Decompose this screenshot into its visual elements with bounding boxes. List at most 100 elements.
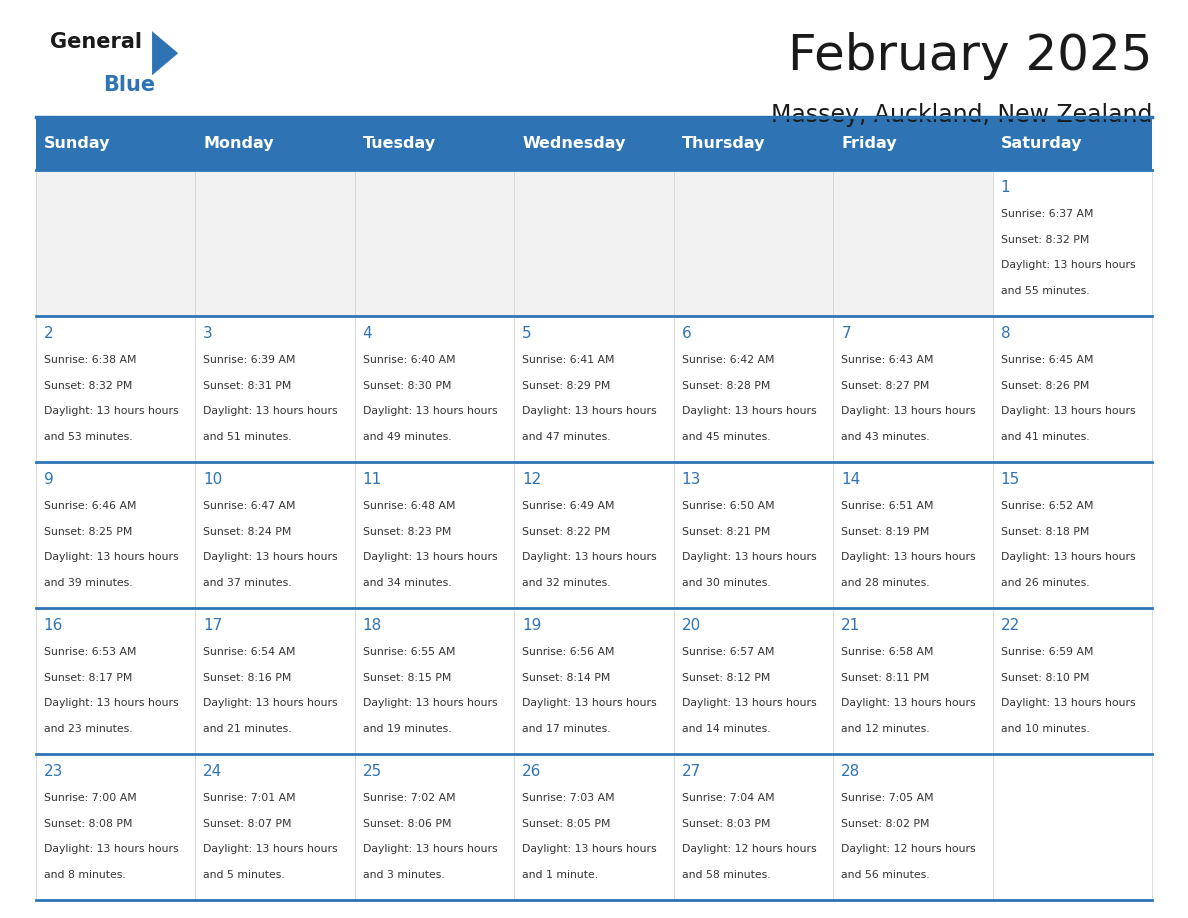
Text: Daylight: 13 hours hours: Daylight: 13 hours hours <box>44 845 178 854</box>
Text: Daylight: 13 hours hours: Daylight: 13 hours hours <box>841 407 975 416</box>
Text: 7: 7 <box>841 326 851 341</box>
Text: 9: 9 <box>44 472 53 487</box>
Text: Sunrise: 6:50 AM: Sunrise: 6:50 AM <box>682 501 775 511</box>
Text: Friday: Friday <box>841 136 897 151</box>
Text: Daylight: 13 hours hours: Daylight: 13 hours hours <box>1000 699 1136 708</box>
Text: Tuesday: Tuesday <box>362 136 436 151</box>
Bar <box>993 170 1152 316</box>
Bar <box>993 117 1152 170</box>
Bar <box>993 608 1152 754</box>
Text: Sunrise: 6:37 AM: Sunrise: 6:37 AM <box>1000 209 1093 219</box>
Text: Daylight: 13 hours hours: Daylight: 13 hours hours <box>841 699 975 708</box>
Bar <box>514 170 674 316</box>
Text: and 32 minutes.: and 32 minutes. <box>523 577 611 588</box>
Text: Daylight: 13 hours hours: Daylight: 13 hours hours <box>203 407 337 416</box>
Bar <box>195 608 355 754</box>
Text: Thursday: Thursday <box>682 136 765 151</box>
Text: and 12 minutes.: and 12 minutes. <box>841 723 930 733</box>
Bar <box>355 170 514 316</box>
Text: Daylight: 13 hours hours: Daylight: 13 hours hours <box>203 845 337 854</box>
Text: Sunset: 8:06 PM: Sunset: 8:06 PM <box>362 819 451 829</box>
Text: Daylight: 13 hours hours: Daylight: 13 hours hours <box>523 845 657 854</box>
Text: Sunset: 8:19 PM: Sunset: 8:19 PM <box>841 527 930 537</box>
Text: Sunset: 8:16 PM: Sunset: 8:16 PM <box>203 673 291 683</box>
Text: Daylight: 13 hours hours: Daylight: 13 hours hours <box>1000 407 1136 416</box>
Text: Sunset: 8:27 PM: Sunset: 8:27 PM <box>841 381 930 391</box>
Bar <box>674 316 833 462</box>
Text: and 8 minutes.: and 8 minutes. <box>44 869 126 879</box>
Bar <box>674 754 833 900</box>
Text: Daylight: 13 hours hours: Daylight: 13 hours hours <box>841 553 975 562</box>
Text: Sunset: 8:28 PM: Sunset: 8:28 PM <box>682 381 770 391</box>
Bar <box>993 754 1152 900</box>
Bar <box>355 117 514 170</box>
Text: Sunset: 8:17 PM: Sunset: 8:17 PM <box>44 673 132 683</box>
Bar <box>514 608 674 754</box>
Text: and 26 minutes.: and 26 minutes. <box>1000 577 1089 588</box>
Text: Daylight: 13 hours hours: Daylight: 13 hours hours <box>682 699 816 708</box>
Text: 19: 19 <box>523 618 542 633</box>
Text: and 30 minutes.: and 30 minutes. <box>682 577 771 588</box>
Text: Daylight: 13 hours hours: Daylight: 13 hours hours <box>203 553 337 562</box>
Text: 11: 11 <box>362 472 381 487</box>
Bar <box>514 117 674 170</box>
Bar <box>993 462 1152 608</box>
Text: Sunset: 8:05 PM: Sunset: 8:05 PM <box>523 819 611 829</box>
Text: Sunrise: 7:03 AM: Sunrise: 7:03 AM <box>523 793 615 803</box>
Text: Sunset: 8:08 PM: Sunset: 8:08 PM <box>44 819 132 829</box>
Text: Daylight: 12 hours hours: Daylight: 12 hours hours <box>841 845 975 854</box>
Text: Sunset: 8:23 PM: Sunset: 8:23 PM <box>362 527 451 537</box>
Text: and 49 minutes.: and 49 minutes. <box>362 431 451 442</box>
Text: Sunrise: 6:43 AM: Sunrise: 6:43 AM <box>841 355 934 365</box>
Text: Daylight: 13 hours hours: Daylight: 13 hours hours <box>523 699 657 708</box>
Bar <box>355 608 514 754</box>
Text: Sunrise: 6:45 AM: Sunrise: 6:45 AM <box>1000 355 1093 365</box>
Bar <box>833 316 993 462</box>
Bar <box>355 462 514 608</box>
Text: and 37 minutes.: and 37 minutes. <box>203 577 292 588</box>
Text: Sunset: 8:18 PM: Sunset: 8:18 PM <box>1000 527 1089 537</box>
Text: 24: 24 <box>203 764 222 778</box>
Text: 13: 13 <box>682 472 701 487</box>
Text: Sunset: 8:32 PM: Sunset: 8:32 PM <box>44 381 132 391</box>
Text: 21: 21 <box>841 618 860 633</box>
Text: Sunset: 8:25 PM: Sunset: 8:25 PM <box>44 527 132 537</box>
Text: Sunrise: 6:57 AM: Sunrise: 6:57 AM <box>682 647 775 657</box>
Bar <box>833 117 993 170</box>
Text: 10: 10 <box>203 472 222 487</box>
Text: Sunset: 8:02 PM: Sunset: 8:02 PM <box>841 819 930 829</box>
Bar <box>195 170 355 316</box>
Text: 20: 20 <box>682 618 701 633</box>
Text: and 5 minutes.: and 5 minutes. <box>203 869 285 879</box>
Text: Daylight: 13 hours hours: Daylight: 13 hours hours <box>362 699 498 708</box>
Text: and 41 minutes.: and 41 minutes. <box>1000 431 1089 442</box>
Text: 3: 3 <box>203 326 213 341</box>
Text: 17: 17 <box>203 618 222 633</box>
Text: 23: 23 <box>44 764 63 778</box>
Text: Sunrise: 6:58 AM: Sunrise: 6:58 AM <box>841 647 934 657</box>
Text: Sunrise: 7:02 AM: Sunrise: 7:02 AM <box>362 793 455 803</box>
Text: Sunrise: 6:49 AM: Sunrise: 6:49 AM <box>523 501 614 511</box>
Text: Saturday: Saturday <box>1000 136 1082 151</box>
Text: Sunrise: 6:39 AM: Sunrise: 6:39 AM <box>203 355 296 365</box>
Text: Sunrise: 7:04 AM: Sunrise: 7:04 AM <box>682 793 775 803</box>
Text: Sunset: 8:21 PM: Sunset: 8:21 PM <box>682 527 770 537</box>
Text: General: General <box>50 32 141 52</box>
Text: and 3 minutes.: and 3 minutes. <box>362 869 444 879</box>
Text: Sunrise: 6:53 AM: Sunrise: 6:53 AM <box>44 647 137 657</box>
Bar <box>195 462 355 608</box>
Text: and 45 minutes.: and 45 minutes. <box>682 431 770 442</box>
Text: Sunrise: 7:05 AM: Sunrise: 7:05 AM <box>841 793 934 803</box>
Text: Sunset: 8:07 PM: Sunset: 8:07 PM <box>203 819 291 829</box>
Text: 12: 12 <box>523 472 542 487</box>
Text: Sunset: 8:03 PM: Sunset: 8:03 PM <box>682 819 770 829</box>
Bar <box>833 754 993 900</box>
Text: 26: 26 <box>523 764 542 778</box>
Bar <box>36 608 195 754</box>
Text: Daylight: 13 hours hours: Daylight: 13 hours hours <box>1000 261 1136 270</box>
Text: Sunset: 8:11 PM: Sunset: 8:11 PM <box>841 673 930 683</box>
Bar <box>514 316 674 462</box>
Text: Sunset: 8:22 PM: Sunset: 8:22 PM <box>523 527 611 537</box>
Text: Sunrise: 7:01 AM: Sunrise: 7:01 AM <box>203 793 296 803</box>
Bar <box>833 608 993 754</box>
